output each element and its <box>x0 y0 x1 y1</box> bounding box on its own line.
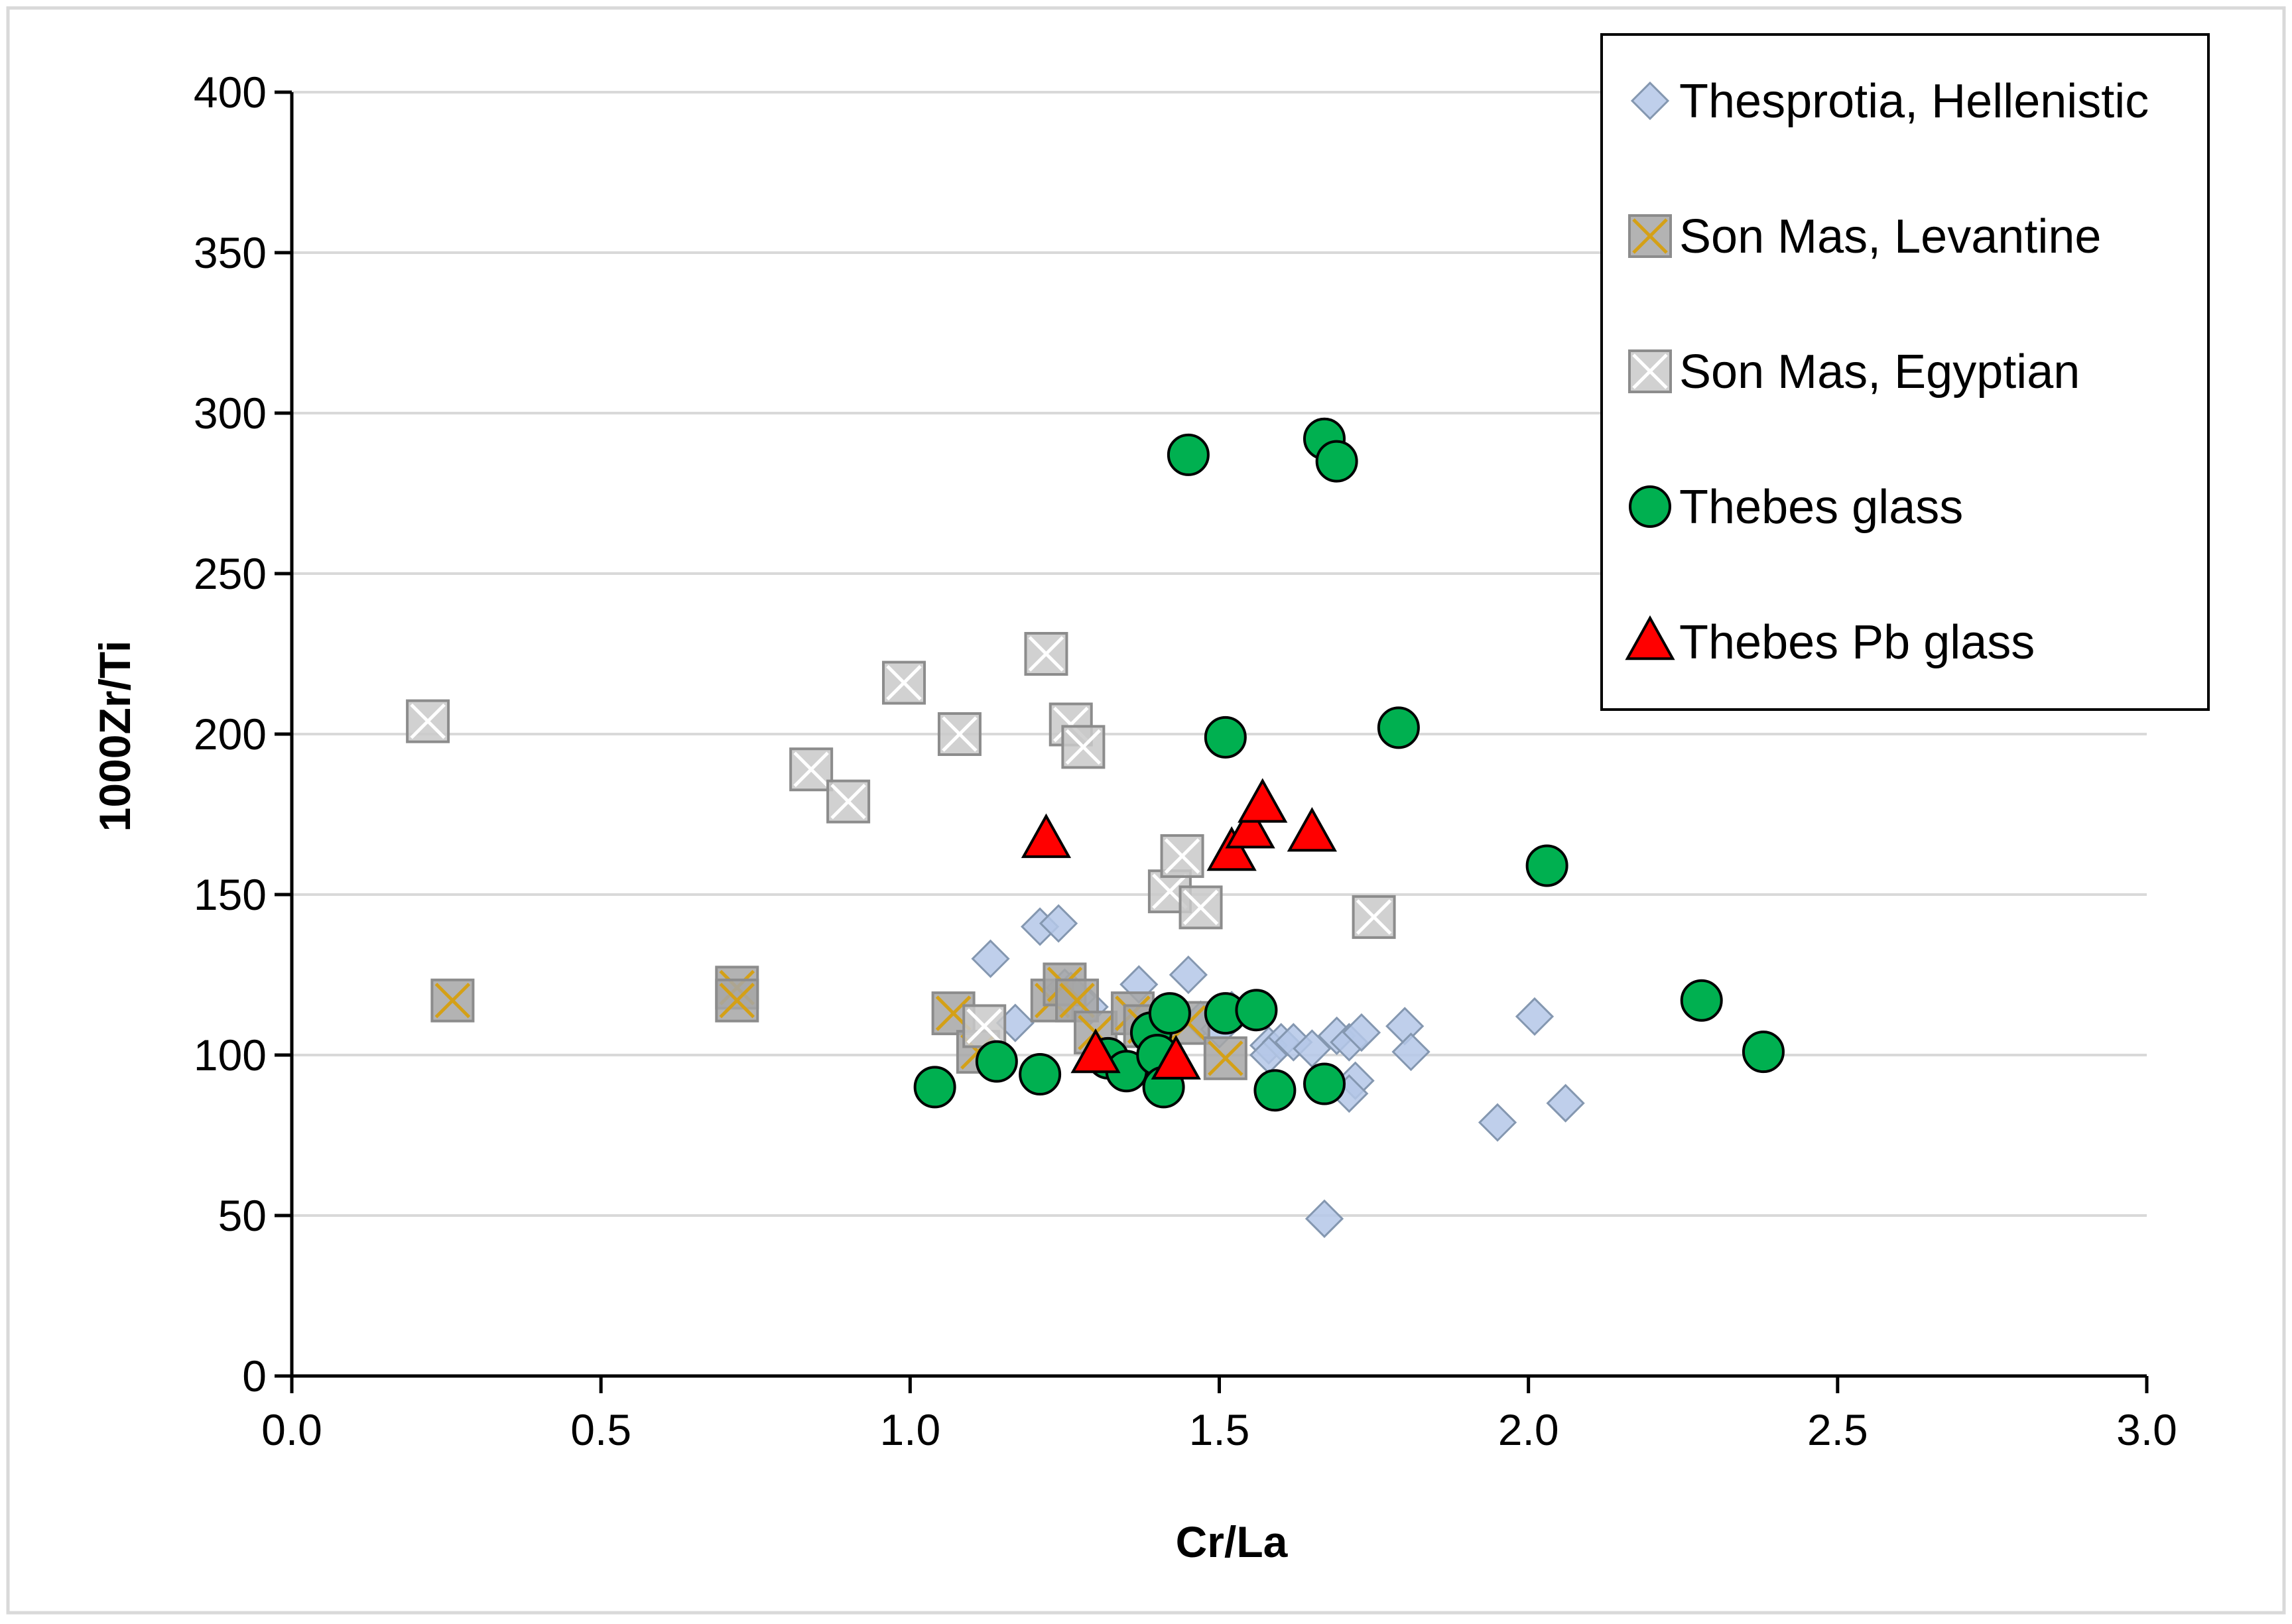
data-point <box>975 1040 1018 1083</box>
data-point <box>1305 1199 1344 1238</box>
x-tick-label: 2.0 <box>1498 1405 1559 1454</box>
data-point <box>1024 632 1068 676</box>
legend: Thesprotia, Hellenistic Son Mas, Levantin… <box>1600 33 2210 711</box>
data-point <box>1680 979 1723 1022</box>
data-points <box>406 417 1785 1238</box>
legend-label: Thebes glass <box>1679 481 1963 534</box>
data-point <box>1253 1069 1297 1112</box>
data-point <box>1546 1084 1585 1123</box>
data-point <box>1070 1028 1121 1074</box>
legend-label: Thebes Pb glass <box>1679 616 2035 669</box>
data-point <box>1039 904 1078 943</box>
x-tick-label: 0.0 <box>261 1405 322 1454</box>
data-point <box>1515 997 1555 1036</box>
data-point <box>1315 440 1358 483</box>
data-point <box>1391 1032 1431 1072</box>
data-point <box>1293 1029 1332 1068</box>
y-tick-label: 200 <box>194 710 267 759</box>
data-point <box>1352 895 1396 939</box>
legend-marker <box>1628 349 1672 393</box>
x-tick-label: 1.0 <box>879 1405 940 1454</box>
data-point <box>937 712 982 756</box>
data-point <box>1225 804 1275 849</box>
data-point <box>1021 813 1072 858</box>
legend-label: Son Mas, Levantine <box>1679 210 2101 263</box>
data-point <box>789 747 834 792</box>
data-point <box>1742 1031 1785 1074</box>
data-point <box>406 699 450 743</box>
data-point <box>1204 716 1247 759</box>
axes <box>275 90 2149 1393</box>
y-tick-label: 250 <box>194 549 267 598</box>
data-point <box>1238 778 1288 823</box>
data-point <box>1169 955 1208 995</box>
x-axis-title: Cr/La <box>1176 1517 1289 1566</box>
data-point <box>1178 885 1223 930</box>
legend-box <box>1600 33 2210 711</box>
data-point <box>826 779 871 824</box>
data-point <box>882 660 926 705</box>
y-axis-title: 1000Zr/Ti <box>90 641 139 832</box>
x-tick-label: 1.5 <box>1189 1405 1250 1454</box>
data-point <box>430 978 475 1023</box>
x-tick-label: 0.5 <box>570 1405 631 1454</box>
data-point <box>1019 1053 1062 1096</box>
data-point <box>913 1066 956 1109</box>
data-point <box>1342 1013 1381 1052</box>
y-tick-label: 350 <box>194 228 267 277</box>
data-point <box>1377 706 1420 749</box>
data-point <box>971 939 1010 978</box>
data-point <box>1203 1036 1247 1080</box>
y-tick-label: 400 <box>194 68 267 117</box>
data-point <box>1167 433 1210 476</box>
data-point <box>1235 989 1278 1032</box>
y-tick-label: 300 <box>194 389 267 438</box>
legend-marker <box>1629 485 1671 528</box>
y-tick-label: 150 <box>194 870 267 919</box>
data-point <box>1151 1034 1201 1080</box>
data-point <box>1478 1103 1517 1142</box>
data-point <box>962 1004 1007 1048</box>
legend-label: Son Mas, Egyptian <box>1679 345 2080 399</box>
data-point <box>1160 834 1204 878</box>
y-tick-label: 100 <box>194 1031 267 1080</box>
legend-marker <box>1625 615 1675 660</box>
legend-label: Thesprotia, Hellenistic <box>1679 75 2149 128</box>
data-point <box>715 978 759 1023</box>
legend-marker <box>1630 81 1670 121</box>
data-point <box>1287 806 1337 852</box>
data-point <box>1148 992 1191 1035</box>
y-tick-label: 0 <box>242 1351 267 1401</box>
data-point <box>1525 844 1568 887</box>
y-tick-label: 50 <box>218 1191 267 1240</box>
data-point <box>1206 826 1257 871</box>
data-point <box>1303 1062 1346 1105</box>
x-tick-label: 2.5 <box>1807 1405 1868 1454</box>
legend-marker <box>1628 214 1672 258</box>
x-tick-label: 3.0 <box>2116 1405 2177 1454</box>
tick-labels: 0 50 100 150 200 250 300 350 400 0.0 0.5 1.0 1.5 2.0 2… <box>194 68 2177 1454</box>
data-point <box>1061 725 1106 769</box>
